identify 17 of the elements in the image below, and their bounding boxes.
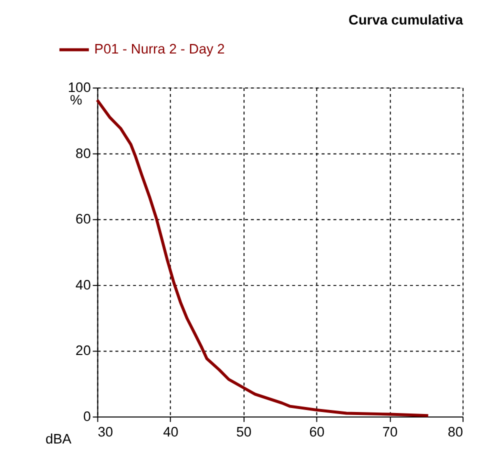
- x-tick-label: 30: [98, 424, 114, 440]
- y-tick-label: 20: [76, 343, 92, 358]
- line-series: [96, 98, 430, 418]
- legend-label: P01 - Nurra 2 - Day 2: [94, 42, 225, 57]
- y-tick-label: 100: [68, 80, 92, 95]
- y-tick-label: 80: [76, 146, 92, 161]
- y-tick-label: 40: [76, 277, 92, 292]
- x-tick-label: 70: [382, 424, 398, 440]
- x-tick-label: 80: [448, 424, 464, 440]
- y-tick-label: 60: [76, 212, 92, 227]
- x-axis-title: dBA: [45, 432, 72, 447]
- y-tick-label: 0: [83, 408, 92, 424]
- x-tick-label: 60: [309, 424, 325, 440]
- x-tick-label: 40: [163, 424, 179, 440]
- y-axis-title: %: [70, 92, 82, 108]
- chart-title: Curva cumulativa: [348, 12, 464, 28]
- x-tick-label: 50: [236, 424, 252, 440]
